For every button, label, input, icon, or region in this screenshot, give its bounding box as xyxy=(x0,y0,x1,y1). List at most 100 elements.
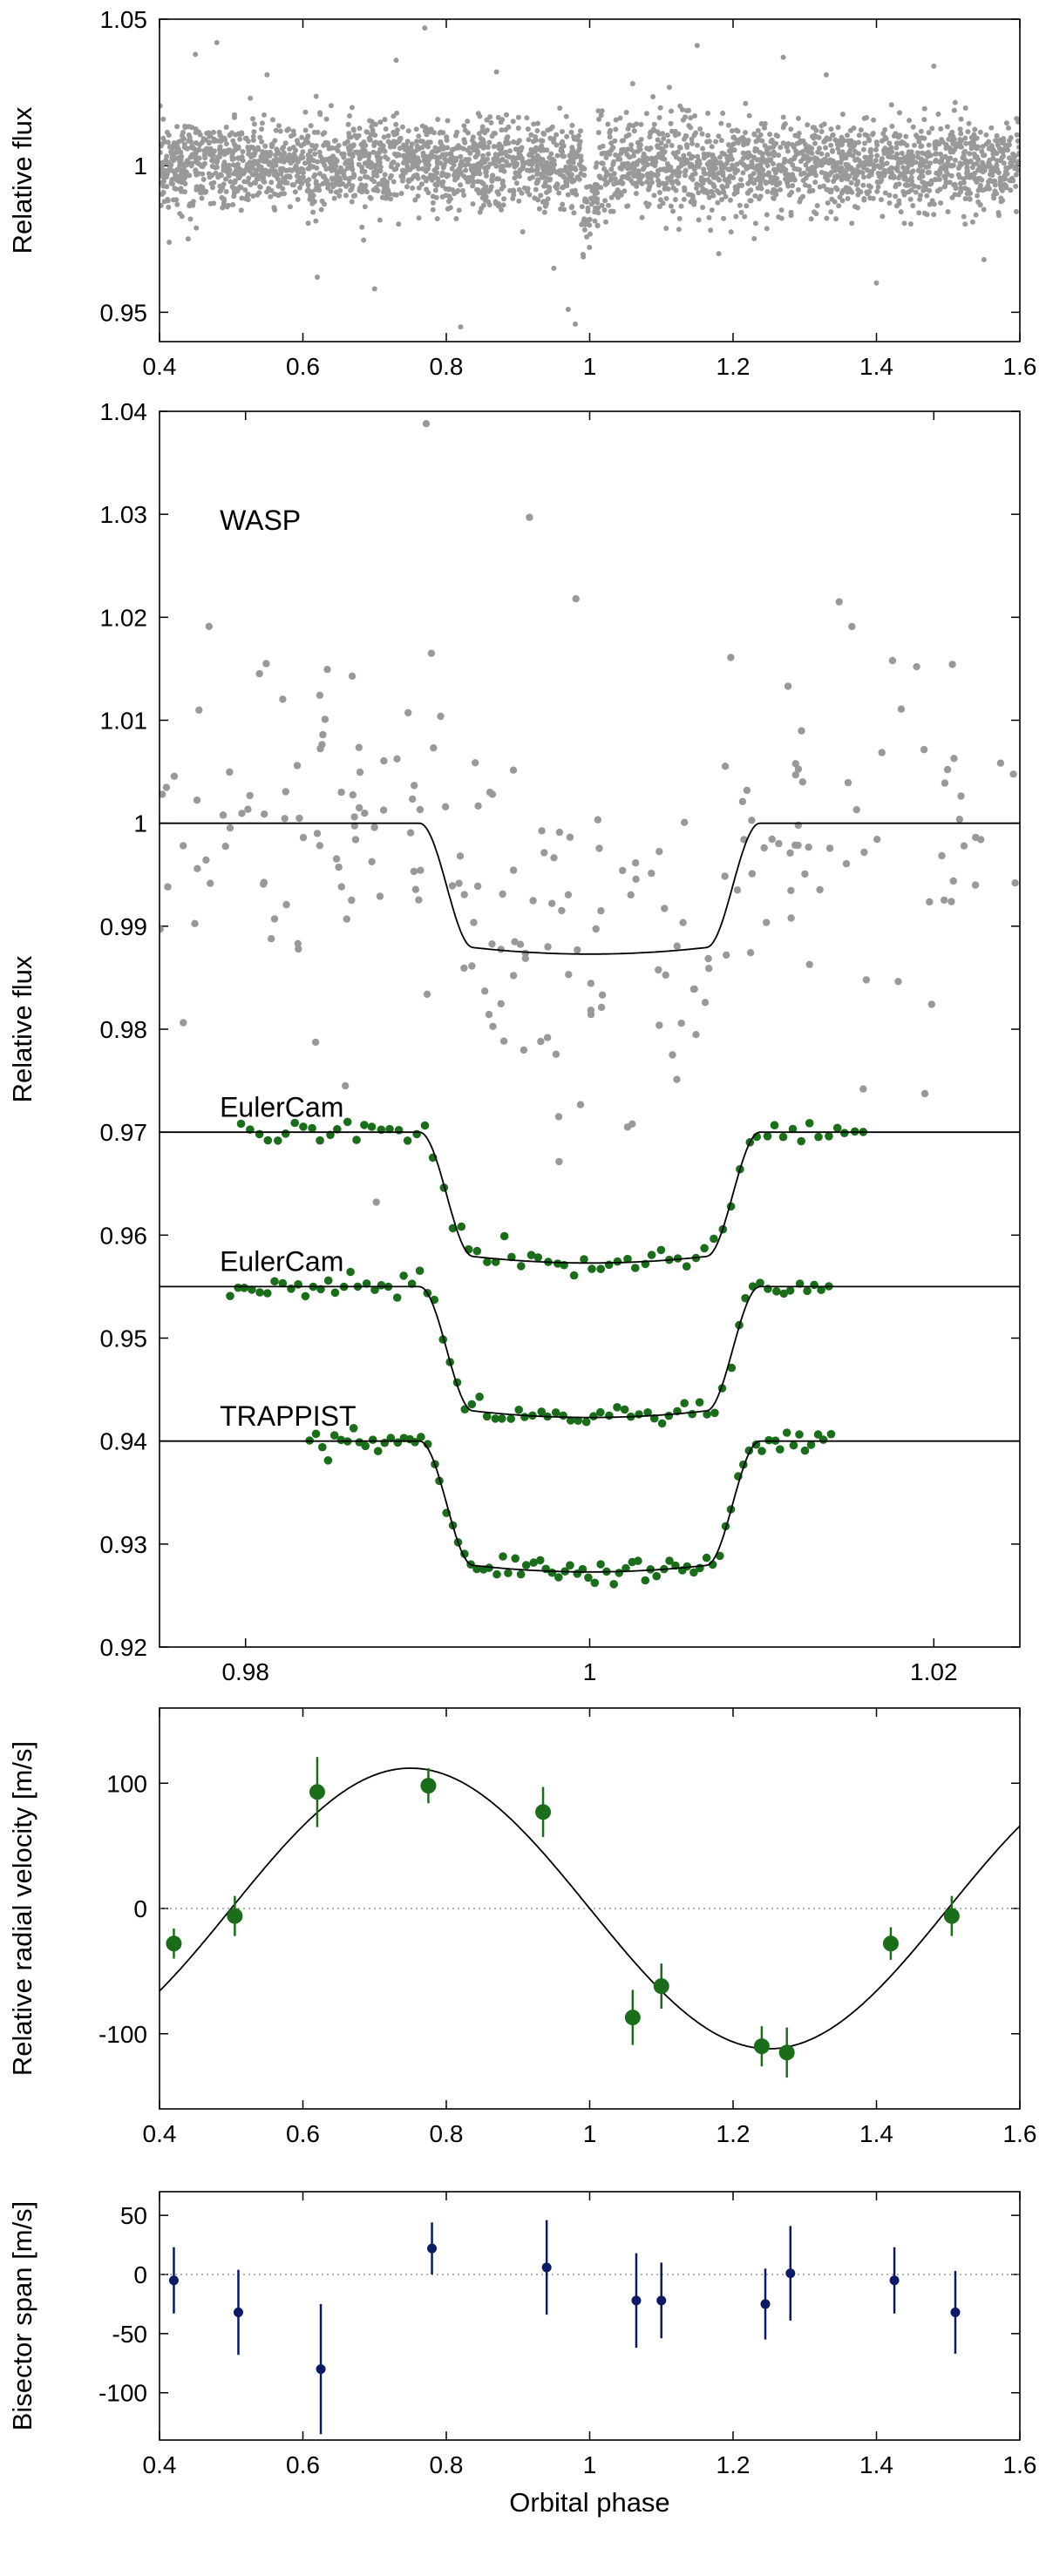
data-point xyxy=(897,110,902,116)
data-point xyxy=(664,1411,674,1420)
data-point xyxy=(974,146,980,152)
data-point xyxy=(411,1438,419,1447)
dataset-label: EulerCam xyxy=(220,1246,343,1278)
data-point xyxy=(972,154,978,160)
data-point xyxy=(803,162,809,168)
data-point xyxy=(801,870,809,878)
data-point xyxy=(433,154,438,160)
data-point xyxy=(550,854,558,862)
data-point xyxy=(259,169,265,174)
data-point xyxy=(975,193,981,199)
data-point xyxy=(547,135,554,141)
data-point xyxy=(618,180,624,186)
data-point xyxy=(588,195,594,201)
data-point xyxy=(540,849,548,857)
data-point xyxy=(681,153,687,159)
data-point xyxy=(670,208,676,214)
data-point xyxy=(566,833,574,841)
data-point xyxy=(683,142,689,148)
data-point xyxy=(921,210,927,216)
data-point xyxy=(753,2038,770,2055)
data-point xyxy=(489,1022,497,1031)
data-point xyxy=(691,201,697,207)
data-point xyxy=(248,1285,256,1294)
data-point xyxy=(711,164,717,170)
data-point xyxy=(638,121,644,127)
data-point xyxy=(848,180,854,186)
data-point xyxy=(618,192,624,198)
data-point xyxy=(396,221,402,227)
data-point xyxy=(554,153,560,159)
data-point xyxy=(723,951,730,959)
data-point xyxy=(202,160,207,166)
data-point xyxy=(320,131,326,137)
data-point xyxy=(964,170,969,176)
data-point xyxy=(309,200,316,207)
data-point xyxy=(710,1234,718,1244)
data-point xyxy=(368,858,376,865)
data-point xyxy=(369,124,375,130)
data-point xyxy=(459,187,465,193)
data-point xyxy=(1013,183,1019,189)
data-point xyxy=(901,154,907,160)
data-point xyxy=(927,160,933,166)
data-point xyxy=(363,129,370,135)
data-point xyxy=(818,151,825,157)
data-point xyxy=(275,183,282,189)
data-point xyxy=(530,167,535,173)
data-point xyxy=(405,153,411,159)
data-point xyxy=(740,150,746,156)
data-point xyxy=(262,660,270,668)
data-point xyxy=(967,195,973,201)
data-point xyxy=(276,123,282,129)
data-point xyxy=(991,193,996,198)
data-point xyxy=(670,185,676,191)
data-point xyxy=(879,156,885,161)
data-point xyxy=(628,142,635,148)
data-point xyxy=(721,215,727,221)
data-point xyxy=(318,207,324,213)
data-point xyxy=(598,112,604,119)
data-point xyxy=(335,176,341,182)
data-point xyxy=(406,829,415,837)
data-point xyxy=(608,140,615,146)
data-point xyxy=(956,174,962,180)
data-point xyxy=(879,177,885,183)
data-point xyxy=(743,786,751,795)
data-point xyxy=(356,803,363,812)
data-point xyxy=(432,181,438,187)
data-point xyxy=(540,138,546,144)
data-point xyxy=(925,153,930,159)
data-point xyxy=(554,1259,562,1268)
data-point xyxy=(160,103,163,109)
data-point xyxy=(209,163,215,169)
data-point xyxy=(896,198,902,204)
data-point xyxy=(287,146,293,152)
data-point xyxy=(430,744,438,752)
data-point xyxy=(757,170,764,176)
data-point xyxy=(214,164,220,170)
data-point xyxy=(258,164,264,170)
data-point xyxy=(435,117,441,122)
data-point xyxy=(814,1132,823,1142)
data-point xyxy=(860,848,868,857)
data-point xyxy=(447,196,453,202)
bisector-xtick-label: 0.6 xyxy=(286,2451,320,2478)
data-point xyxy=(358,150,364,156)
data-point xyxy=(190,202,196,208)
data-point xyxy=(492,200,499,207)
data-point xyxy=(277,128,283,134)
data-point xyxy=(870,195,876,201)
top-flux-xtick-label: 0.6 xyxy=(286,353,320,380)
transit-zoom-ytick-label: 0.97 xyxy=(100,1119,148,1146)
data-point xyxy=(832,1123,842,1133)
bisector-xtick-label: 0.8 xyxy=(430,2451,464,2478)
data-point xyxy=(517,1262,526,1271)
data-point xyxy=(717,177,722,183)
data-point xyxy=(695,153,701,159)
data-point xyxy=(988,125,995,131)
data-point xyxy=(211,129,216,135)
data-point xyxy=(751,1440,761,1449)
data-point xyxy=(536,206,542,212)
